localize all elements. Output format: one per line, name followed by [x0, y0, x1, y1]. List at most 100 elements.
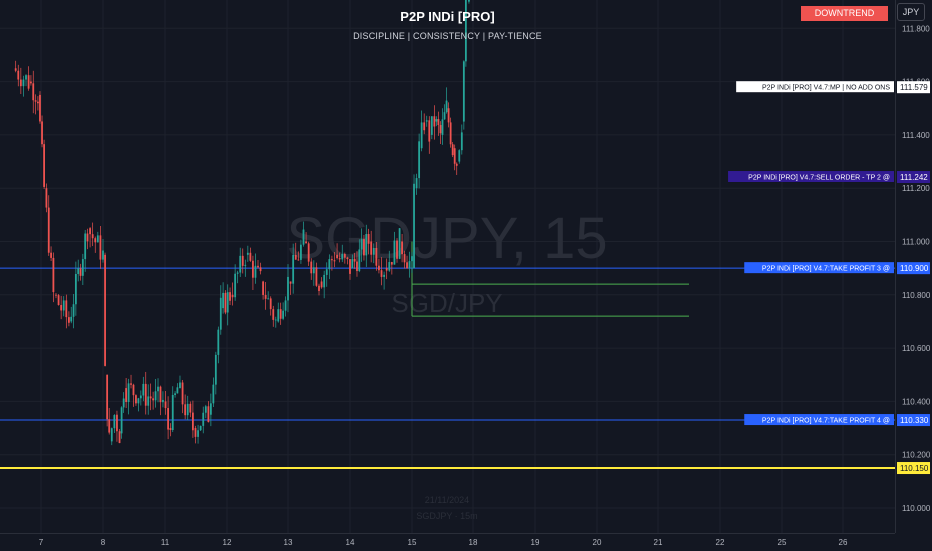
- candle-body: [455, 163, 458, 166]
- candle-body: [406, 262, 408, 269]
- candle-body: [152, 398, 155, 401]
- candle-body: [27, 75, 30, 89]
- candle-body: [439, 125, 442, 134]
- candle-body: [388, 262, 391, 271]
- candle-body: [353, 258, 356, 262]
- candle-body: [84, 233, 87, 260]
- candle-body: [279, 309, 282, 319]
- candle-body: [403, 254, 406, 263]
- candle-body: [162, 399, 164, 403]
- candle-body: [418, 141, 421, 179]
- time-tick-label: 13: [284, 538, 293, 547]
- candle-body: [274, 319, 277, 321]
- time-axis[interactable]: [0, 533, 895, 551]
- candle-body: [428, 120, 431, 142]
- candle-body: [259, 267, 262, 272]
- price-axis[interactable]: [895, 0, 932, 533]
- candle-body: [125, 388, 128, 403]
- candle-body: [32, 83, 35, 101]
- candle-body: [212, 384, 215, 404]
- candle-body: [209, 403, 212, 415]
- candle-body: [74, 273, 77, 305]
- candle-body: [197, 430, 199, 437]
- candle-body: [55, 294, 57, 296]
- candle-body: [239, 255, 242, 273]
- candle-body: [189, 403, 192, 413]
- candle-body: [130, 383, 132, 385]
- candle-body: [25, 75, 27, 80]
- price-tick-label: 111.800: [902, 24, 930, 33]
- candle-body: [363, 239, 365, 256]
- candle-body: [118, 431, 121, 444]
- candle-body: [79, 268, 82, 276]
- candle-body: [445, 100, 448, 113]
- candle-body: [45, 188, 48, 208]
- candle-body: [139, 395, 142, 399]
- candle-body: [315, 267, 318, 286]
- candle-body: [408, 261, 411, 269]
- price-tick-label: 111.000: [902, 238, 930, 247]
- candle-body: [252, 260, 254, 278]
- candle-body: [94, 238, 97, 243]
- candle-body: [358, 249, 361, 272]
- candle-body: [65, 300, 68, 318]
- candle-body: [267, 298, 270, 300]
- candle-body: [331, 259, 333, 261]
- candle-body: [318, 285, 320, 291]
- candle-body: [272, 309, 275, 320]
- candle-body: [147, 396, 150, 406]
- candle-body: [433, 116, 436, 127]
- time-tick-label: 12: [223, 538, 232, 547]
- candle-body: [116, 414, 118, 432]
- candle-body: [378, 265, 380, 271]
- candle-body: [62, 300, 65, 311]
- candle-body: [204, 406, 207, 413]
- candle-body: [137, 398, 140, 404]
- candle-body: [294, 254, 297, 260]
- candle-body: [441, 119, 444, 135]
- candle-body: [343, 254, 346, 258]
- candle-body: [365, 234, 368, 256]
- candle-body: [113, 415, 116, 429]
- candle-body: [99, 235, 102, 260]
- candle-body: [249, 252, 252, 261]
- candle-body: [104, 254, 106, 366]
- candle-body: [396, 240, 398, 259]
- candle-body: [47, 207, 50, 253]
- candle-body: [91, 234, 94, 239]
- candle-body: [372, 247, 375, 255]
- candle-body: [60, 305, 63, 311]
- candle-body: [70, 316, 73, 322]
- candle-body: [305, 241, 307, 244]
- candle-body: [184, 404, 187, 416]
- currency-button[interactable]: JPY: [897, 3, 925, 21]
- level-label: P2P INDi [PRO] V4.7:TAKE PROFIT 3 @: [762, 266, 890, 273]
- candle-body: [77, 268, 80, 274]
- candle-body: [135, 395, 137, 404]
- level-label: P2P INDi [PRO] V4.7:SELL ORDER - TP 2 @: [748, 175, 890, 182]
- time-tick-label: 22: [716, 538, 725, 547]
- time-tick-label: 20: [593, 538, 602, 547]
- candle-body: [164, 401, 167, 409]
- price-tag-bg: [897, 462, 930, 475]
- candle-body: [307, 243, 310, 262]
- candle-body: [34, 100, 37, 102]
- candle-body: [89, 228, 91, 235]
- candle-body: [302, 229, 305, 245]
- level-label-bg: [744, 262, 894, 274]
- candle-body: [341, 254, 344, 260]
- candle-body: [169, 428, 172, 431]
- candle-body: [176, 387, 179, 394]
- candle-body: [30, 81, 32, 84]
- time-tick-label: 25: [778, 538, 787, 547]
- candle-body: [110, 428, 113, 442]
- candle-body: [14, 68, 17, 71]
- candle-body: [257, 265, 259, 268]
- candle-body: [50, 252, 52, 258]
- candle-body: [282, 310, 285, 319]
- candle-body: [435, 119, 438, 122]
- candle-body: [37, 101, 39, 104]
- candle-body: [349, 259, 351, 274]
